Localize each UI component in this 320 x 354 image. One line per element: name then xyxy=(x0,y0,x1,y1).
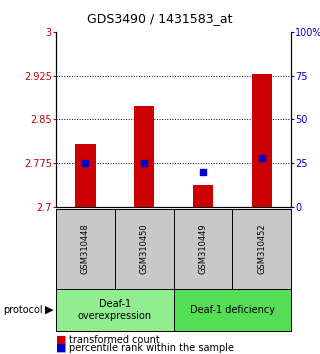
Bar xyxy=(75,144,96,207)
Bar xyxy=(193,185,213,207)
Point xyxy=(83,160,88,166)
Text: GSM310452: GSM310452 xyxy=(257,223,266,274)
Text: protocol: protocol xyxy=(3,305,43,315)
Text: ■: ■ xyxy=(56,343,67,353)
Point xyxy=(142,160,147,166)
Point xyxy=(200,169,205,175)
Text: GDS3490 / 1431583_at: GDS3490 / 1431583_at xyxy=(87,12,233,25)
Text: Deaf-1
overexpression: Deaf-1 overexpression xyxy=(78,299,152,321)
Text: transformed count: transformed count xyxy=(69,335,160,345)
Text: GSM310448: GSM310448 xyxy=(81,223,90,274)
Text: GSM310449: GSM310449 xyxy=(198,223,207,274)
Text: ▶: ▶ xyxy=(45,305,54,315)
Text: GSM310450: GSM310450 xyxy=(140,223,149,274)
Text: percentile rank within the sample: percentile rank within the sample xyxy=(69,343,234,353)
Bar xyxy=(252,74,272,207)
Point xyxy=(259,155,264,161)
Text: ■: ■ xyxy=(56,335,67,345)
Bar xyxy=(134,106,155,207)
Text: Deaf-1 deficiency: Deaf-1 deficiency xyxy=(190,305,275,315)
